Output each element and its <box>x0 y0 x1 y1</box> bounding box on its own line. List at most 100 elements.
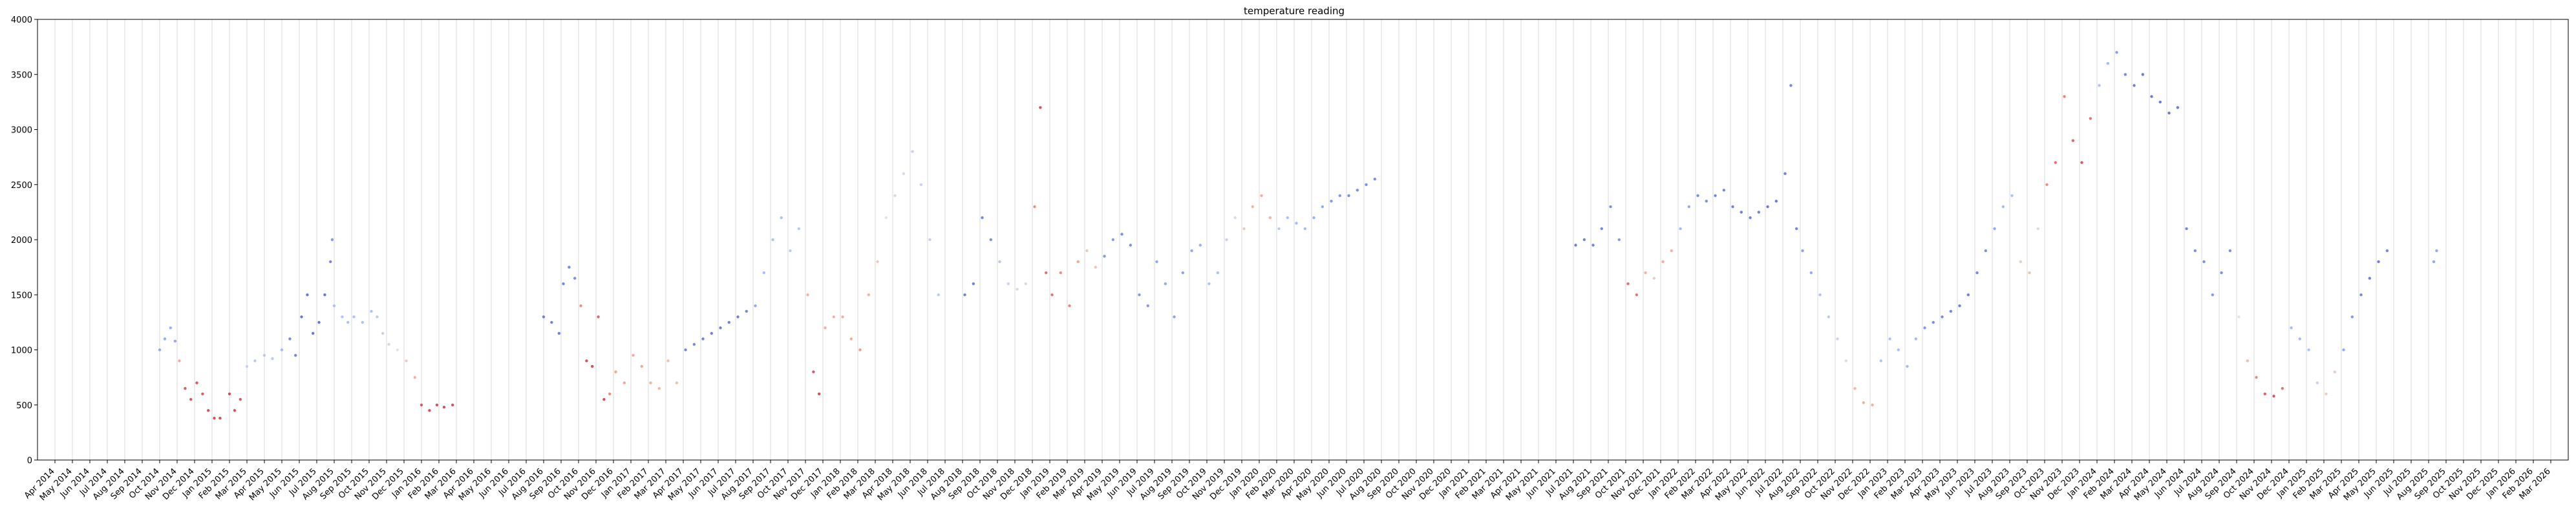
data-point <box>376 315 379 319</box>
data-point <box>2220 271 2223 275</box>
data-point <box>1836 337 1839 340</box>
data-point <box>1251 205 1255 209</box>
data-point <box>692 342 696 346</box>
data-point <box>2036 227 2039 231</box>
data-point <box>1809 271 1813 275</box>
data-point <box>1303 227 1307 231</box>
data-point <box>928 238 931 242</box>
data-point <box>2377 260 2380 264</box>
data-point <box>1059 271 1063 275</box>
data-point <box>262 353 266 357</box>
data-point <box>361 320 364 324</box>
data-point <box>1260 194 1263 197</box>
data-point <box>1068 304 1071 308</box>
data-point <box>1233 216 1237 220</box>
data-point <box>169 326 172 330</box>
data-point <box>1347 194 1350 197</box>
data-point <box>396 348 399 351</box>
data-point <box>2246 359 2249 362</box>
data-point <box>1966 293 1970 297</box>
data-point <box>1670 249 1673 253</box>
data-point <box>2001 205 2005 209</box>
data-point <box>591 364 594 368</box>
data-point <box>2307 348 2310 351</box>
data-point <box>1871 403 1874 406</box>
data-point <box>614 370 617 373</box>
data-point <box>213 417 216 420</box>
data-point <box>330 238 334 242</box>
data-point <box>1146 304 1150 308</box>
data-point <box>1617 238 1621 242</box>
y-axis: 0 500 1000 1500 2000 2500 3000 3500 4000 <box>11 16 37 466</box>
data-point <box>911 150 914 153</box>
data-point <box>701 337 705 340</box>
data-point <box>239 398 242 401</box>
data-point <box>2290 326 2293 330</box>
data-point <box>1129 244 1133 247</box>
data-point <box>2063 95 2066 98</box>
data-point <box>435 403 439 406</box>
data-point <box>1591 244 1595 247</box>
data-point <box>1039 106 1042 109</box>
data-point <box>849 337 853 340</box>
data-point <box>1652 277 1655 280</box>
data-point <box>189 398 193 401</box>
data-point <box>797 227 801 231</box>
data-point <box>1286 216 1290 220</box>
data-point <box>1120 233 1123 236</box>
data-point <box>346 320 350 324</box>
data-point <box>585 359 588 362</box>
data-point <box>184 387 187 390</box>
y-tick-label: 2500 <box>11 181 32 191</box>
data-point <box>1766 205 1769 209</box>
data-point <box>2028 271 2031 275</box>
data-point <box>858 348 862 351</box>
data-point <box>2333 370 2336 373</box>
data-point <box>884 216 888 220</box>
data-point <box>1879 359 1882 362</box>
data-point <box>2106 62 2109 65</box>
data-point <box>745 309 749 313</box>
data-point <box>1356 189 1359 192</box>
data-point <box>542 315 546 319</box>
data-point <box>623 381 626 384</box>
data-point <box>2237 315 2241 319</box>
data-point <box>2263 392 2266 395</box>
data-point <box>218 417 222 420</box>
data-point <box>1722 189 1725 192</box>
data-point <box>163 337 167 340</box>
data-point <box>1190 249 1193 253</box>
data-point <box>841 315 844 319</box>
data-point <box>1216 271 1220 275</box>
data-point <box>710 331 714 335</box>
data-point <box>1338 194 1341 197</box>
y-tick-label: 4000 <box>11 16 32 25</box>
data-point <box>640 364 643 368</box>
data-point <box>893 194 897 197</box>
data-point <box>2272 394 2275 398</box>
data-point <box>2045 183 2049 186</box>
y-tick-label: 2000 <box>11 236 32 246</box>
data-point <box>1853 387 1857 390</box>
data-point <box>2298 337 2301 340</box>
data-point <box>1932 320 1935 324</box>
data-point <box>1295 222 1298 225</box>
data-point <box>2115 50 2118 54</box>
data-point <box>719 326 722 330</box>
data-point <box>228 392 231 395</box>
data-point <box>1914 337 1917 340</box>
data-point <box>1181 271 1185 275</box>
data-point <box>1644 271 1647 275</box>
data-point <box>1321 205 1324 209</box>
y-tick-label: 500 <box>16 401 32 411</box>
data-point <box>597 315 600 319</box>
data-point <box>1016 288 1019 291</box>
data-point <box>981 216 984 220</box>
data-point <box>573 277 577 280</box>
data-point <box>1705 200 1708 203</box>
data-point <box>608 392 612 395</box>
data-point <box>562 282 565 286</box>
data-point <box>1173 315 1176 319</box>
data-point <box>867 293 871 297</box>
